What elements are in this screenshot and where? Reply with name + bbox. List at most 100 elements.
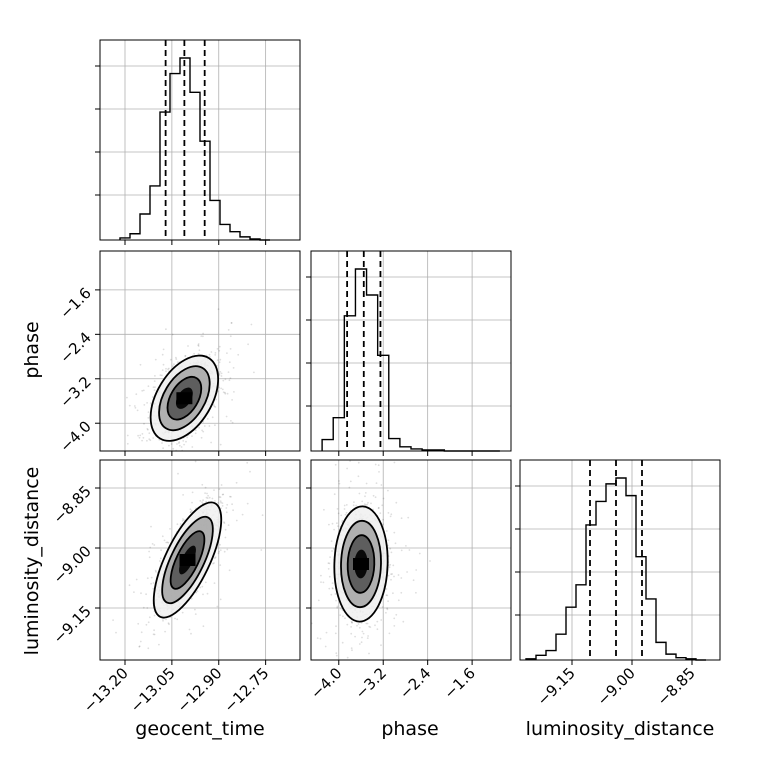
- scatter-point: [185, 440, 187, 443]
- scatter-point: [247, 343, 250, 346]
- scatter-point: [324, 645, 327, 648]
- scatter-point: [180, 446, 183, 448]
- scatter-point: [183, 443, 186, 446]
- scatter-point: [220, 501, 222, 504]
- scatter-point: [210, 441, 213, 444]
- scatter-point: [222, 493, 225, 496]
- scatter-point: [294, 439, 296, 441]
- scatter-point: [176, 523, 179, 526]
- scatter-point: [175, 358, 178, 360]
- scatter-point: [376, 620, 379, 623]
- scatter-point: [227, 329, 230, 331]
- scatter-point: [253, 371, 255, 374]
- scatter-point: [172, 365, 174, 368]
- scatter-point: [217, 552, 220, 555]
- scatter-point: [165, 618, 167, 621]
- scatter-point: [167, 368, 169, 371]
- scatter-point: [197, 344, 200, 347]
- scatter-point: [246, 436, 248, 438]
- scatter-point: [223, 522, 226, 524]
- scatter-point: [181, 520, 184, 522]
- scatter-point: [235, 519, 238, 522]
- scatter-point: [213, 562, 215, 564]
- scatter-point: [358, 643, 361, 645]
- scatter-point: [201, 429, 204, 432]
- scatter-point: [374, 624, 376, 627]
- scatter-point: [137, 434, 140, 437]
- scatter-point: [148, 432, 151, 435]
- scatter-point: [388, 566, 391, 568]
- scatter-point: [232, 367, 235, 369]
- scatter-point: [361, 500, 364, 503]
- scatter-point: [368, 625, 371, 628]
- scatter-point: [188, 628, 191, 631]
- scatter-point: [418, 552, 421, 555]
- scatter-point: [350, 647, 353, 650]
- scatter-point: [165, 367, 167, 370]
- scatter-point: [161, 535, 164, 538]
- scatter-point: [362, 632, 365, 635]
- scatter-point: [165, 541, 168, 544]
- scatter-point: [202, 499, 205, 502]
- scatter-point: [162, 619, 164, 622]
- scatter-point: [145, 623, 148, 626]
- scatter-point: [227, 371, 230, 373]
- scatter-point: [375, 416, 377, 418]
- scatter-point: [146, 470, 148, 472]
- scatter-point: [346, 623, 349, 626]
- scatter-point: [385, 611, 387, 614]
- scatter-point: [387, 489, 389, 492]
- scatter-point: [158, 560, 161, 562]
- scatter-point: [203, 425, 206, 427]
- scatter-point: [128, 584, 131, 587]
- scatter-point: [198, 426, 201, 429]
- scatter-point: [152, 582, 155, 584]
- scatter-point: [221, 502, 224, 504]
- scatter-point: [346, 467, 348, 470]
- scatter-point: [226, 548, 229, 551]
- scatter-point: [131, 667, 133, 669]
- scatter-point: [191, 501, 193, 504]
- scatter-point: [135, 393, 138, 396]
- scatter-point: [163, 452, 165, 454]
- scatter-point: [322, 581, 325, 584]
- scatter-point: [193, 352, 196, 355]
- scatter-point: [365, 504, 367, 506]
- scatter-point: [115, 631, 117, 634]
- scatter-point: [328, 587, 331, 590]
- scatter-point: [153, 629, 156, 632]
- scatter-point: [166, 454, 168, 456]
- panel-frame: [99, 459, 301, 661]
- scatter-point: [182, 494, 185, 496]
- scatter-point: [372, 494, 375, 497]
- scatter-point: [386, 594, 389, 597]
- scatter-point: [393, 461, 396, 464]
- scatter-point: [138, 436, 141, 439]
- scatter-point: [202, 420, 205, 423]
- scatter-point: [212, 562, 214, 565]
- scatter-point: [194, 429, 197, 432]
- scatter-point: [218, 372, 221, 375]
- scatter-point: [220, 387, 223, 390]
- panel-geocent-time-vs-phase: [95, 250, 301, 472]
- scatter-point: [133, 405, 136, 407]
- scatter-point: [197, 343, 200, 345]
- scatter-point: [194, 460, 197, 463]
- scatter-point: [353, 501, 355, 503]
- scatter-point: [382, 497, 385, 500]
- scatter-point: [186, 436, 189, 439]
- scatter-point: [217, 502, 220, 504]
- scatter-point: [219, 443, 222, 446]
- scatter-point: [160, 469, 162, 471]
- density-core: [179, 554, 196, 566]
- scatter-point: [349, 480, 352, 483]
- scatter-point: [228, 361, 231, 364]
- scatter-point: [361, 636, 363, 639]
- scatter-point: [374, 496, 377, 499]
- scatter-point: [379, 512, 382, 515]
- scatter-point: [392, 592, 394, 595]
- scatter-point: [135, 578, 138, 581]
- scatter-point: [250, 323, 253, 326]
- scatter-point: [227, 524, 230, 526]
